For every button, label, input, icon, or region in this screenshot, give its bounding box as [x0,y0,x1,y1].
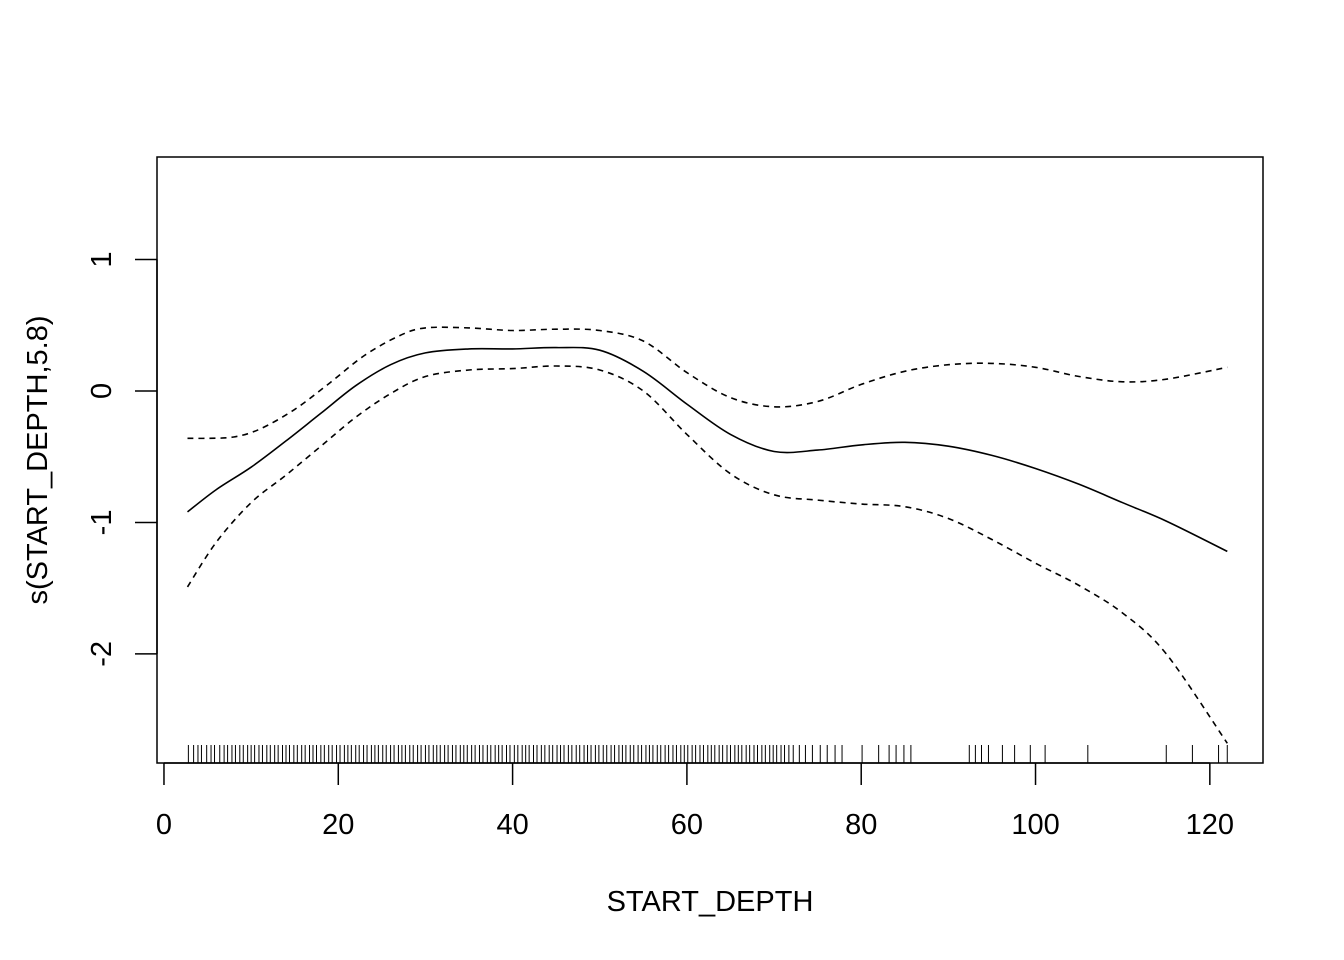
x-tick-label: 60 [671,809,703,841]
y-tick-label: -1 [86,510,118,536]
series-group [186,326,1228,744]
x-tick-label: 20 [322,809,354,841]
y-tick-label: -2 [86,641,118,667]
y-tick-label: 1 [86,251,118,267]
plot-frame [156,156,1264,764]
y-axis: -2 -1 0 1 [86,251,158,667]
lower-band-line [186,365,1228,744]
rug-marks [187,745,1228,763]
x-tick-label: 100 [1011,809,1059,841]
upper-band-line [187,326,1228,440]
x-tick-label: 0 [156,809,172,841]
x-tick-label: 120 [1186,809,1234,841]
x-axis-label: START_DEPTH [607,886,814,918]
y-tick-label: 0 [86,383,118,399]
smooth-estimate-line [187,346,1228,553]
x-axis: 0 20 40 60 80 100 120 [156,762,1234,841]
y-axis-label: s(START_DEPTH,5.8) [22,316,54,605]
x-tick-label: 80 [845,809,877,841]
x-tick-label: 40 [496,809,528,841]
